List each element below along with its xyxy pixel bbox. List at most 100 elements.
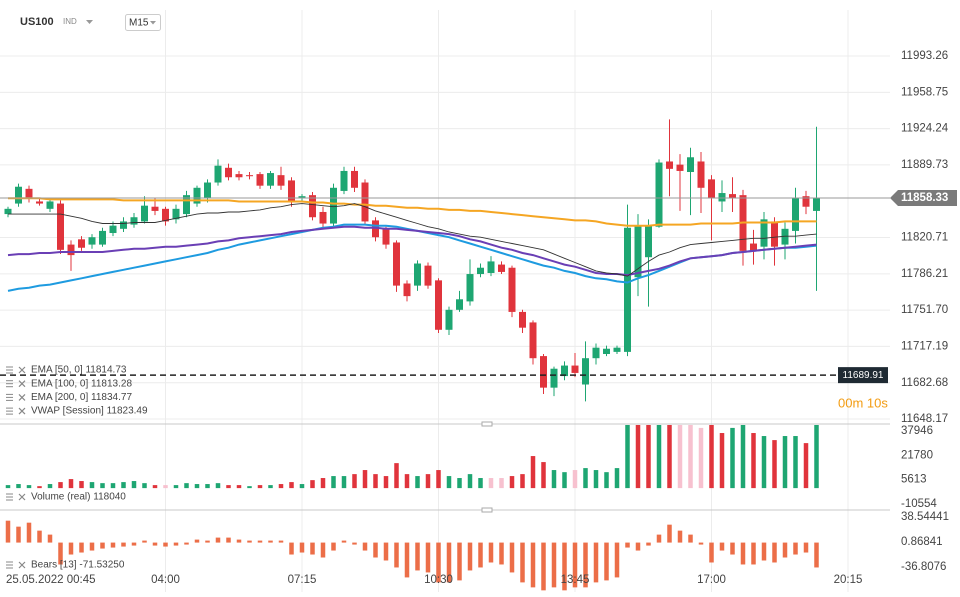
candle-body <box>78 239 85 248</box>
bar <box>5 485 11 489</box>
legend-close-icon <box>18 407 26 415</box>
bar <box>761 436 767 489</box>
timeframe[interactable]: M15 <box>129 18 149 29</box>
bar <box>761 542 767 561</box>
bar <box>404 474 410 489</box>
countdown: 00m 10s <box>838 395 888 410</box>
y-tick-label: 38.54441 <box>901 511 949 523</box>
symbol-dropdown[interactable] <box>86 20 93 24</box>
legend-entry: Volume (real) 118040 <box>31 492 126 503</box>
bar <box>362 542 368 551</box>
y-tick-label: 11786.21 <box>901 268 948 280</box>
bar <box>730 427 735 489</box>
bar <box>814 542 819 568</box>
x-tick-label: 25.05.2022 00:45 <box>6 574 96 586</box>
candle-body <box>697 161 705 188</box>
bar <box>667 524 672 543</box>
bar <box>625 425 630 489</box>
bar <box>394 463 399 489</box>
bar <box>215 537 221 543</box>
y-tick-label: 11958.75 <box>901 86 948 98</box>
price-panel <box>4 119 820 402</box>
y-tick-label: 11993.26 <box>901 50 948 62</box>
candle-body <box>162 208 169 222</box>
bar <box>163 542 168 547</box>
x-tick-label: 13:45 <box>561 574 590 586</box>
legend-entry: VWAP [Session] 11823.49 <box>31 406 148 417</box>
timeframe-dropdown[interactable] <box>150 21 156 25</box>
bar <box>383 542 389 561</box>
bar <box>593 542 599 583</box>
candle-body <box>571 365 579 373</box>
candle-body <box>655 162 663 227</box>
bar <box>226 537 231 543</box>
bar <box>257 485 263 489</box>
bar <box>320 478 326 489</box>
bar <box>121 482 126 489</box>
bar <box>205 484 210 489</box>
bar <box>551 470 557 489</box>
candle-body <box>57 203 64 250</box>
bar <box>415 542 420 571</box>
symbol[interactable]: US100 <box>20 16 54 28</box>
bar <box>656 534 662 543</box>
bar <box>698 427 704 489</box>
bar <box>152 542 158 546</box>
bar <box>467 542 473 571</box>
bar <box>562 542 567 591</box>
candle-body <box>36 201 43 204</box>
bar <box>58 482 63 489</box>
bar <box>236 485 242 489</box>
bar <box>100 542 105 549</box>
candle-body <box>508 267 516 312</box>
bar <box>173 542 179 546</box>
bar <box>520 474 525 489</box>
y-tick-label: 37946 <box>901 425 933 437</box>
bar <box>751 433 756 489</box>
bar <box>625 542 630 548</box>
bar <box>16 484 21 489</box>
bar <box>709 542 714 563</box>
bar <box>593 470 599 489</box>
bar <box>583 542 588 588</box>
candle-body <box>351 170 358 188</box>
candle-body <box>130 217 138 225</box>
candle-body <box>645 225 652 258</box>
y-tick-label: 11751.70 <box>901 304 948 316</box>
bar <box>457 478 462 489</box>
candle-body <box>393 242 400 286</box>
candle-body <box>687 157 694 173</box>
bar <box>215 483 221 489</box>
y-tick-label: 11924.24 <box>901 123 949 135</box>
bar <box>131 542 137 546</box>
candle-body <box>225 167 232 178</box>
bar <box>740 542 746 565</box>
timeframe-select[interactable] <box>125 14 161 31</box>
legend-close-icon <box>18 561 26 569</box>
indicator-line <box>8 203 817 277</box>
candle-body <box>256 174 264 186</box>
bar <box>184 542 189 545</box>
candle-body <box>813 197 820 211</box>
bar <box>646 425 651 489</box>
candle-body <box>771 221 778 247</box>
x-tick-label: 17:00 <box>697 574 726 586</box>
bar <box>614 542 620 578</box>
bar <box>803 542 809 553</box>
bar <box>26 522 32 543</box>
panel-resize-handle[interactable] <box>481 421 493 427</box>
bar <box>121 542 126 547</box>
bar <box>803 443 809 489</box>
bar <box>709 425 714 489</box>
last-price-box <box>890 189 957 206</box>
bar <box>247 486 252 489</box>
bar <box>68 479 74 489</box>
bar <box>478 478 483 489</box>
bar <box>772 440 777 489</box>
candle-body <box>214 165 222 183</box>
candle-body <box>550 368 558 388</box>
panel-resize-handle[interactable] <box>481 507 493 513</box>
last-price-label: 11858.33 <box>901 192 948 204</box>
candle-body <box>666 161 673 169</box>
bar <box>362 470 368 489</box>
